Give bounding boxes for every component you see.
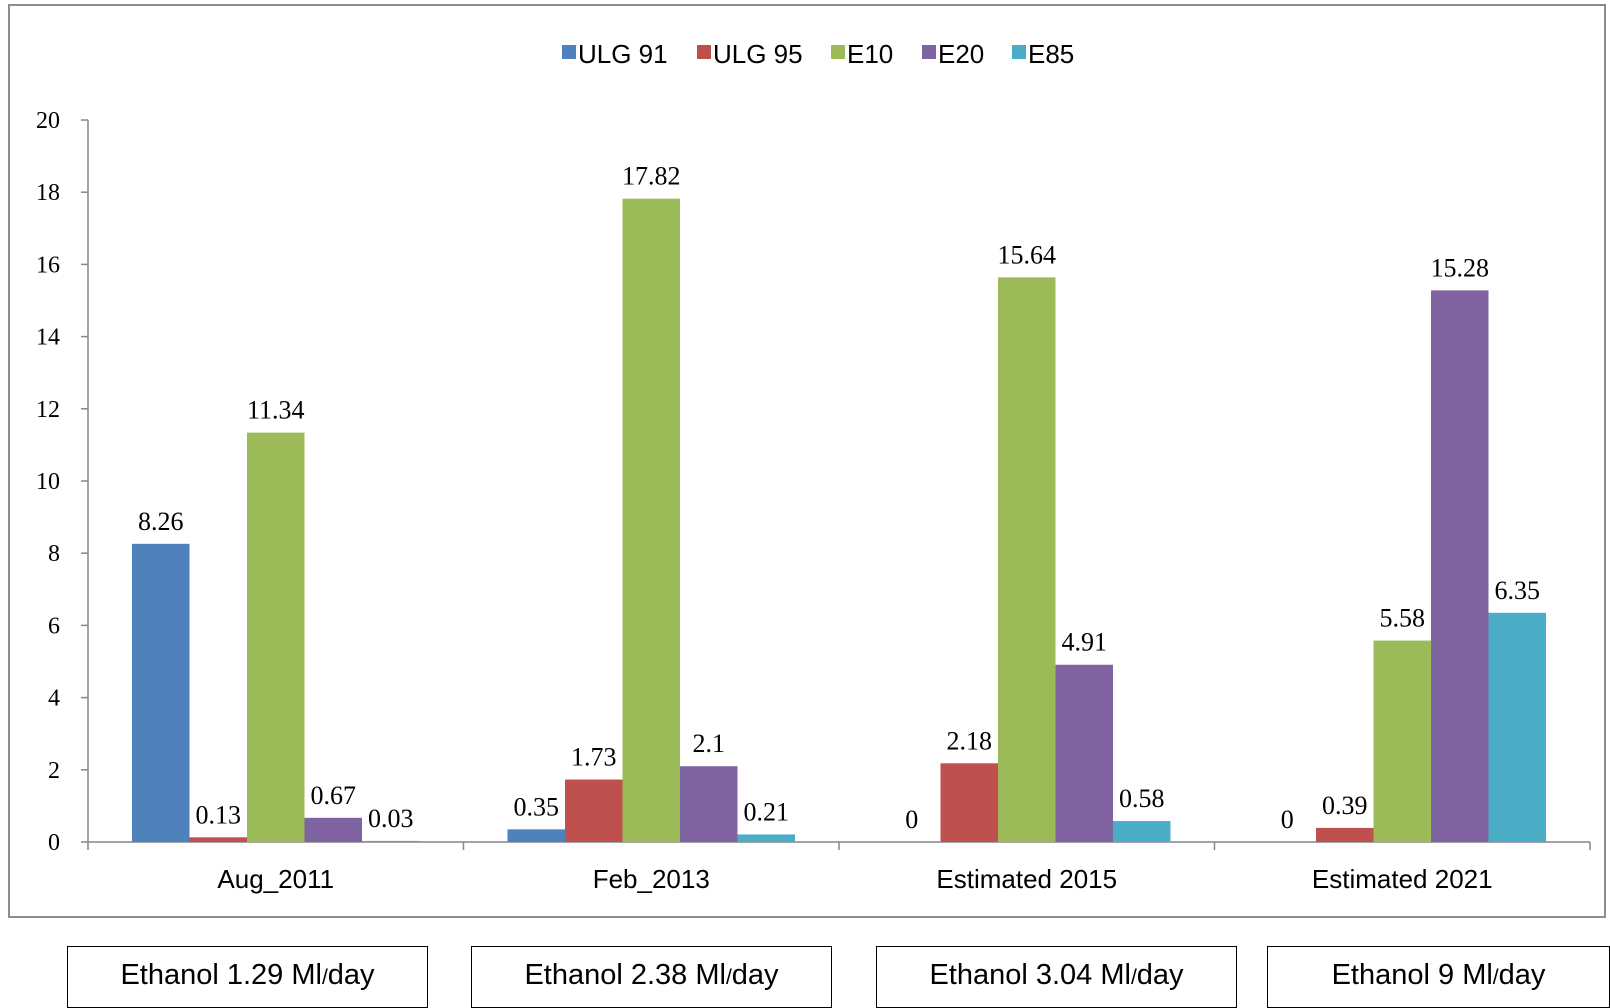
ethanol-box-suffix: day: [327, 959, 375, 991]
data-label: 15.64: [998, 240, 1057, 269]
ethanol-box-prefix: Ethanol 2.38 Ml: [524, 959, 726, 991]
data-label: 1.73: [571, 743, 617, 772]
y-tick-label: 12: [36, 397, 60, 423]
ethanol-box-slash: /: [725, 966, 732, 989]
data-label: 6.35: [1495, 576, 1541, 605]
bar-chart: 0 2 4 6 8 10 12 14 16 18 20 8.26 0.13 11.34 0.67 0.03 Au…: [36, 39, 1591, 894]
bar-e10: [622, 198, 680, 842]
data-label: 0.35: [514, 792, 560, 821]
data-label: 5.58: [1380, 604, 1426, 633]
bar-e20: [1055, 664, 1113, 842]
bar-ulg-91: [507, 829, 565, 842]
x-category-label: Feb_2013: [593, 864, 710, 894]
bar-ulg-95: [940, 763, 998, 842]
y-tick-label: 4: [48, 686, 60, 712]
y-tick-label: 16: [36, 252, 60, 278]
bar-ulg-95: [565, 779, 623, 842]
ethanol-box-aug-2011: Ethanol 1.29 Ml/day: [67, 946, 428, 1008]
data-label: 2.1: [693, 729, 726, 758]
ethanol-box-prefix: Ethanol 9 Ml: [1331, 959, 1493, 991]
data-label: 15.28: [1431, 253, 1490, 282]
data-label: 0: [905, 805, 918, 834]
y-tick-label: 14: [36, 325, 60, 351]
bar-e85: [1488, 612, 1546, 842]
data-label: 0.58: [1119, 784, 1165, 813]
legend-swatch: [922, 45, 936, 59]
data-label: 0.13: [196, 800, 242, 829]
x-category-label: Estimated 2015: [936, 864, 1117, 894]
ethanol-box-suffix: day: [1136, 959, 1184, 991]
y-tick-label: 10: [36, 469, 60, 495]
bar-e85: [737, 834, 795, 842]
legend-label: ULG 95: [713, 39, 803, 69]
x-category-label: Estimated 2021: [1312, 864, 1493, 894]
bar-ulg-95: [1316, 827, 1374, 842]
data-label: 8.26: [138, 507, 184, 536]
ethanol-box-suffix: day: [731, 959, 779, 991]
y-tick-label: 18: [36, 180, 60, 206]
legend-label: E85: [1028, 39, 1074, 69]
ethanol-box-estimated-2021: Ethanol 9 Ml/day: [1267, 946, 1610, 1008]
legend-swatch: [1012, 45, 1026, 59]
y-tick-label: 8: [48, 541, 60, 567]
bar-e85: [362, 840, 420, 842]
ethanol-box-estimated-2015: Ethanol 3.04 Ml/day: [876, 946, 1237, 1008]
data-label: 4.91: [1062, 628, 1108, 657]
bar-e10: [1373, 640, 1431, 842]
y-tick-label: 2: [48, 758, 60, 784]
bar-e20: [1431, 290, 1489, 843]
y-tick-label: 20: [36, 108, 60, 134]
ethanol-box-prefix: Ethanol 1.29 Ml: [120, 959, 322, 991]
data-label: 0.67: [311, 781, 357, 810]
ethanol-box-slash: /: [1130, 966, 1137, 989]
y-tick-label: 6: [48, 613, 60, 639]
legend-swatch: [697, 45, 711, 59]
data-label: 0.21: [744, 797, 790, 826]
bar-e20: [680, 766, 738, 842]
bar-e10: [247, 432, 305, 842]
data-label: 0: [1281, 805, 1294, 834]
ethanol-box-feb-2013: Ethanol 2.38 Ml/day: [471, 946, 832, 1008]
data-label: 0.39: [1322, 791, 1368, 820]
data-label: 11.34: [247, 396, 305, 425]
ethanol-box-slash: /: [321, 966, 328, 989]
data-label: 17.82: [622, 162, 681, 191]
data-label: 0.03: [368, 804, 414, 833]
bar-e20: [304, 817, 362, 842]
ethanol-box-suffix: day: [1498, 959, 1546, 991]
bar-ulg-95: [189, 837, 247, 842]
y-tick-label: 0: [48, 830, 60, 856]
ethanol-box-slash: /: [1492, 966, 1499, 989]
bar-e10: [998, 277, 1056, 842]
legend-swatch: [831, 45, 845, 59]
x-category-label: Aug_2011: [217, 864, 334, 894]
data-label: 2.18: [947, 726, 993, 755]
bar-ulg-91: [132, 543, 190, 842]
legend-label: E20: [938, 39, 984, 69]
legend-label: ULG 91: [578, 39, 668, 69]
legend-label: E10: [847, 39, 893, 69]
bar-e85: [1113, 821, 1171, 842]
legend-swatch: [562, 45, 576, 59]
ethanol-box-prefix: Ethanol 3.04 Ml: [929, 959, 1131, 991]
